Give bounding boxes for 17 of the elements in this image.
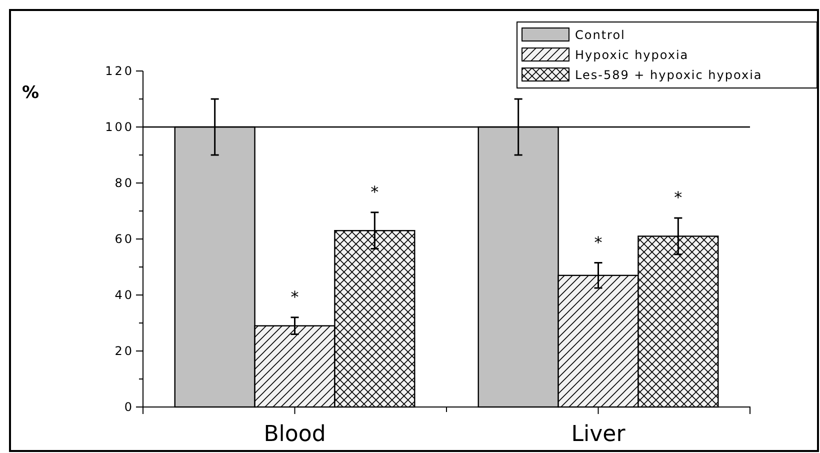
- y-tick-label: 20: [114, 344, 134, 358]
- y-tick-label: 100: [105, 120, 134, 134]
- x-tick-label: Liver: [571, 422, 626, 448]
- annotation: *: [290, 287, 299, 306]
- y-tick-label: 40: [114, 288, 134, 302]
- y-tick-label: 120: [105, 64, 134, 78]
- y-tick-label: 60: [114, 232, 134, 246]
- annotation: *: [674, 188, 682, 207]
- x-tick-label: Blood: [264, 422, 326, 448]
- legend-label: Control: [575, 28, 626, 42]
- legend-label: Hypoxic hypoxia: [575, 48, 689, 62]
- y-tick-label: 0: [124, 400, 134, 414]
- y-axis-title: %: [22, 83, 40, 103]
- annotation: *: [594, 232, 602, 252]
- annotation: *: [370, 182, 379, 202]
- legend-label: Les-589 + hypoxic hypoxia: [575, 68, 762, 82]
- y-tick-label: 80: [114, 176, 134, 190]
